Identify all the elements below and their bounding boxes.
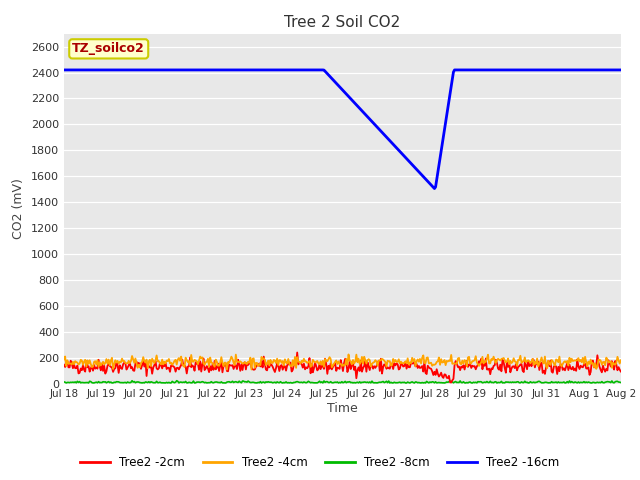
Tree2 -2cm <box>362 369 370 374</box>
Tree2 -2cm <box>519 368 527 373</box>
Tree2 -8cm <box>173 378 180 384</box>
Line: Tree2 -8cm: Tree2 -8cm <box>64 381 621 383</box>
Tree2 -8cm <box>617 380 625 385</box>
Tree2 -16cm <box>431 186 438 192</box>
Tree2 -2cm <box>293 349 301 355</box>
Tree2 -2cm <box>329 364 337 370</box>
Tree2 -8cm <box>393 380 401 385</box>
Tree2 -8cm <box>329 380 337 386</box>
Tree2 -4cm <box>617 358 625 363</box>
Tree2 -4cm <box>394 359 401 365</box>
Tree2 -16cm <box>605 67 612 73</box>
Line: Tree2 -2cm: Tree2 -2cm <box>64 352 621 383</box>
Tree2 -16cm <box>617 67 625 73</box>
Tree2 -16cm <box>328 75 335 81</box>
Text: TZ_soilco2: TZ_soilco2 <box>72 42 145 55</box>
Tree2 -2cm <box>606 360 614 366</box>
Tree2 -4cm <box>60 357 68 362</box>
Tree2 -2cm <box>393 360 401 366</box>
Tree2 -4cm <box>223 367 231 372</box>
Tree2 -4cm <box>606 359 614 365</box>
Tree2 -16cm <box>60 67 68 73</box>
Tree2 -8cm <box>519 380 527 385</box>
Line: Tree2 -16cm: Tree2 -16cm <box>64 70 621 189</box>
Tree2 -8cm <box>326 380 333 385</box>
Tree2 -2cm <box>447 380 455 385</box>
Line: Tree2 -4cm: Tree2 -4cm <box>64 354 621 370</box>
Tree2 -16cm <box>362 111 369 117</box>
Tree2 -4cm <box>364 357 371 363</box>
Tree2 -16cm <box>324 72 332 78</box>
Tree2 -8cm <box>606 379 614 385</box>
Tree2 -16cm <box>392 144 399 150</box>
Tree2 -4cm <box>326 354 333 360</box>
Tree2 -8cm <box>60 379 68 385</box>
Tree2 -16cm <box>518 67 525 73</box>
X-axis label: Time: Time <box>327 402 358 415</box>
Tree2 -8cm <box>441 380 449 386</box>
Tree2 -2cm <box>326 366 333 372</box>
Tree2 -8cm <box>362 380 370 385</box>
Tree2 -4cm <box>329 363 337 369</box>
Tree2 -4cm <box>519 359 527 364</box>
Tree2 -4cm <box>345 351 353 357</box>
Title: Tree 2 Soil CO2: Tree 2 Soil CO2 <box>284 15 401 30</box>
Tree2 -2cm <box>617 369 625 374</box>
Y-axis label: CO2 (mV): CO2 (mV) <box>12 179 26 239</box>
Legend: Tree2 -2cm, Tree2 -4cm, Tree2 -8cm, Tree2 -16cm: Tree2 -2cm, Tree2 -4cm, Tree2 -8cm, Tree… <box>76 452 564 474</box>
Tree2 -2cm <box>60 362 68 368</box>
